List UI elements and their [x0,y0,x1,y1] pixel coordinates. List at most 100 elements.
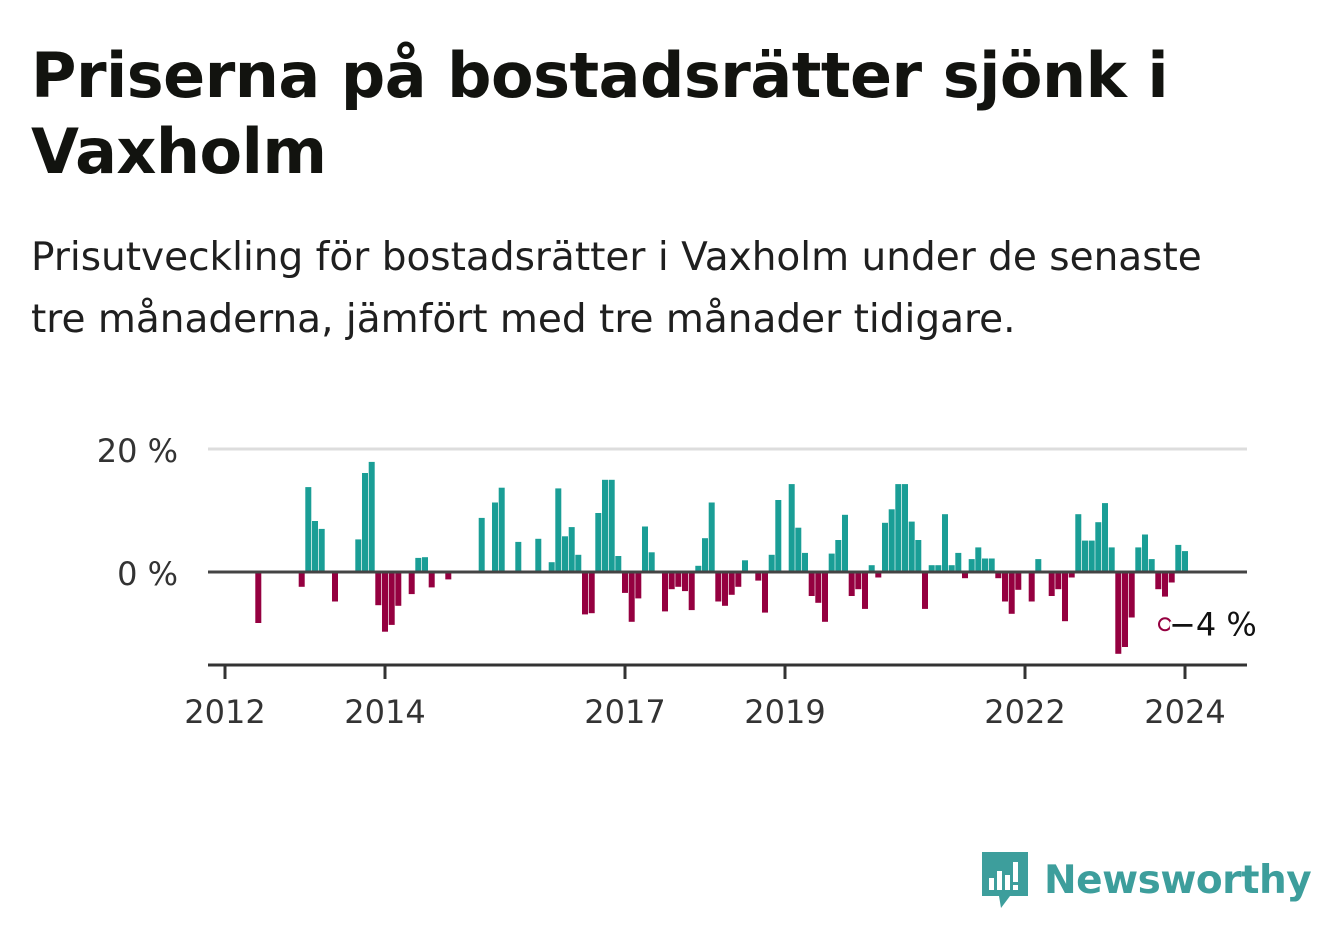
bar [382,572,388,632]
bar [602,479,608,573]
bar [1015,572,1022,590]
bar [935,565,942,572]
bar [895,484,902,572]
bar [1082,540,1088,572]
bar [822,572,828,622]
bar [318,528,325,572]
bar [628,572,635,622]
bar [1075,514,1082,572]
bar [1048,572,1055,596]
bar [682,572,688,592]
bar [1115,572,1122,654]
bar [595,513,602,572]
bar [922,572,928,609]
bar [1102,503,1108,572]
bar-chart: 0 % 20 % 2012 2014 2017 2019 2022 2024 −4 % [97,432,1260,731]
bar [332,572,338,602]
bars-layer [255,461,1188,654]
bar [982,558,988,572]
bar [828,553,835,572]
bar [635,572,642,599]
bar [742,560,748,572]
bar [795,527,802,572]
bar [1175,544,1182,572]
axis-layer: 0 % 20 % 2012 2014 2017 2019 2022 2024 [97,432,1247,731]
bar [1062,572,1068,622]
chart-title: Priserna på bostadsrätter sjönk i Vaxhol… [31,39,1169,188]
y-tick-label: 20 % [97,432,178,470]
bar [882,522,888,572]
bar [1168,572,1175,583]
annotation-label: −4 % [1169,605,1257,643]
bar [688,572,695,611]
bar [955,552,962,572]
bar [775,500,782,572]
x-tick-label: 2012 [184,693,265,731]
bar [582,572,588,615]
bar [915,540,922,572]
bar [1122,572,1128,647]
bar [662,572,668,612]
bar [675,572,682,587]
annotation-marker [1158,617,1172,632]
bar [388,572,395,625]
bar [802,552,808,572]
bar [608,479,615,573]
bar [1035,559,1042,572]
bar-chart-speech-icon [982,852,1028,908]
bar [1135,547,1142,572]
bar [478,517,485,572]
x-tick-label: 2022 [984,693,1065,731]
bar [498,487,505,572]
newsworthy-logo: Newsworthy [980,849,1312,911]
bar [395,572,402,606]
bar [362,473,368,572]
bar [962,572,968,579]
newsworthy-wordmark: Newsworthy [1044,857,1312,903]
bar [1055,572,1062,590]
bar [728,572,735,595]
bar [868,565,875,572]
x-tick-label: 2024 [1144,693,1225,731]
bar [375,572,382,606]
x-tick-label: 2017 [584,693,665,731]
bar [555,488,562,572]
bar [1142,534,1148,572]
bar [1095,522,1102,572]
bar [1088,540,1095,572]
bar [875,572,882,578]
y-tick-label: 0 % [117,555,178,593]
bar [562,536,568,572]
bar [615,556,622,572]
bar [808,572,815,596]
bar [575,554,582,572]
bar [428,572,435,588]
bar [1182,551,1188,572]
bar [835,540,842,572]
bar [848,572,855,596]
bar [1148,559,1155,572]
bar [722,572,728,606]
bar [305,487,312,572]
bar [445,572,452,580]
x-tick-label: 2019 [744,693,825,731]
bar [588,572,595,614]
bar [515,541,522,572]
bar [1028,572,1035,602]
bar [622,572,628,593]
bar [1002,572,1008,602]
bar [1068,572,1075,578]
bar [888,509,895,572]
bar [735,572,742,587]
bar [815,572,822,603]
bar [995,572,1002,579]
bar [842,514,848,572]
bar [415,557,422,572]
bar [908,521,915,572]
bar [708,502,715,572]
bar [1128,572,1135,618]
bar [422,557,428,572]
bar [695,565,702,572]
bar [968,559,975,572]
bar [642,526,648,572]
